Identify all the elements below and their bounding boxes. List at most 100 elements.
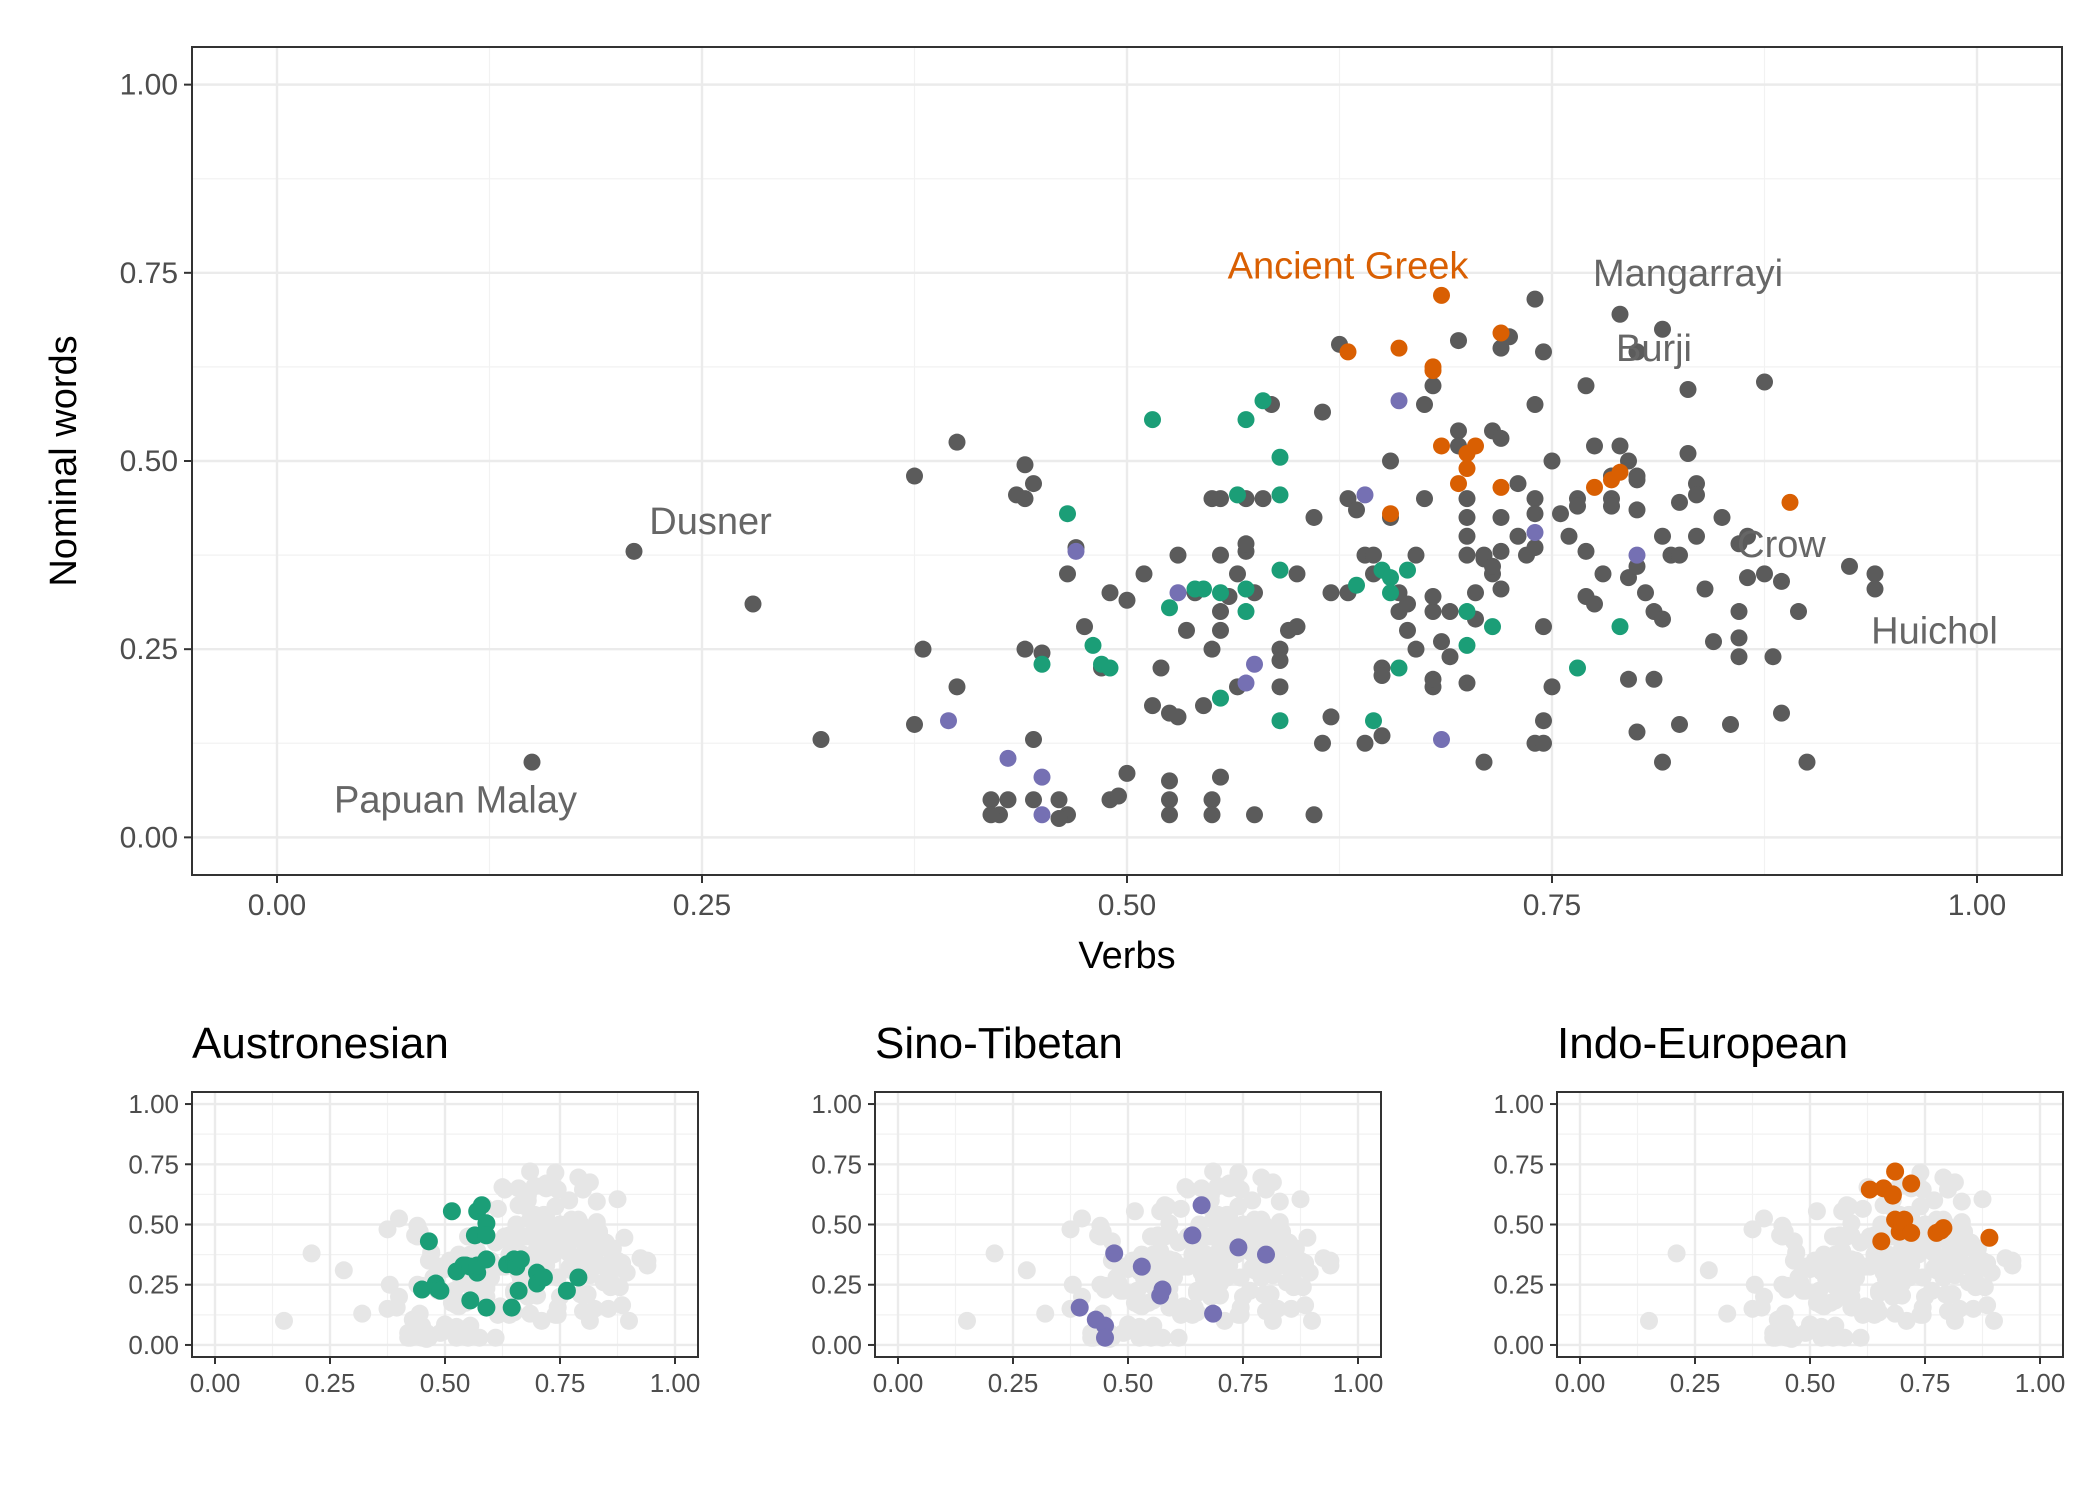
x-tick-label: 0.00 (190, 1368, 241, 1398)
y-tick-label: 0.75 (1493, 1149, 1544, 1179)
highlight-point (461, 1291, 480, 1310)
highlight-point (1883, 1185, 1902, 1204)
data-point-other (1671, 493, 1688, 511)
highlight-point (477, 1298, 496, 1317)
data-point-other (1416, 490, 1433, 508)
data-point-austronesian (1059, 505, 1076, 523)
data-point-other (1866, 565, 1884, 583)
x-tick-label: 0.75 (1523, 889, 1581, 922)
background-point (1291, 1190, 1310, 1209)
highlight-point (1872, 1232, 1891, 1251)
background-point (1876, 1250, 1895, 1269)
data-point-other (1424, 670, 1442, 688)
data-point-other (1611, 437, 1629, 455)
y-axis-title: Nominal words (43, 335, 85, 586)
background-point (1114, 1281, 1133, 1300)
data-point-other (1756, 565, 1773, 583)
data-point-other (1798, 753, 1816, 771)
chart-panel-3: 0.00 0.25 0.50 0.75 1.00 0.00 0.25 0.50 0.75 1.00 (1493, 1089, 2065, 1398)
background-point (578, 1285, 597, 1304)
data-point-other (1730, 629, 1748, 647)
highlight-point (1895, 1210, 1914, 1229)
background-point (1985, 1311, 2003, 1330)
x-tick-label: 0.00 (873, 1368, 924, 1398)
annotation-label: Crow (1737, 524, 1826, 566)
data-point-other (1671, 546, 1688, 564)
y-tick-label: 0.75 (120, 257, 178, 290)
data-point-sino-tibetan (1067, 542, 1085, 560)
data-point-other (982, 791, 1000, 809)
highlight-point (477, 1250, 496, 1269)
highlight-point (1183, 1226, 1202, 1245)
background-point (1282, 1299, 1301, 1318)
chart-panel-0: 0.00 0.25 0.50 0.75 1.00 0.00 0.25 0.50 0.75 1.00… (120, 46, 2063, 922)
data-point-other (1645, 670, 1663, 688)
chart-panel-2: 0.00 0.25 0.50 0.75 1.00 0.00 0.25 0.50 0.75 1.00 (811, 1089, 1383, 1398)
background-point (1243, 1191, 1262, 1210)
data-point-other (1526, 490, 1544, 508)
data-point-sino-tibetan (1628, 546, 1646, 564)
data-point-other (1050, 810, 1068, 828)
data-point-other (1237, 535, 1255, 553)
background-point (958, 1311, 976, 1330)
background-point (1982, 1263, 2001, 1282)
data-point-other (1467, 584, 1484, 602)
background-point (390, 1209, 408, 1228)
background-point (1964, 1299, 1983, 1318)
data-point-other (1348, 501, 1365, 519)
x-axis-title: Verbs (1078, 935, 1175, 977)
data-point-other (1212, 490, 1229, 508)
data-point-sino-tibetan (999, 749, 1017, 767)
highlight-point (1860, 1180, 1879, 1199)
data-point-indo-european (1390, 339, 1408, 357)
background-point (387, 1298, 406, 1317)
background-point (537, 1223, 556, 1242)
x-tick-label: 0.25 (1670, 1368, 1721, 1398)
data-point-austronesian (1271, 561, 1289, 579)
highlight-point (1153, 1280, 1172, 1299)
data-point-other (1628, 501, 1646, 519)
y-tick-label: 0.75 (811, 1149, 862, 1179)
x-tick-label: 0.75 (1900, 1368, 1951, 1398)
data-point-other (1688, 486, 1705, 504)
x-tick-label: 0.50 (420, 1368, 471, 1398)
data-point-other (1739, 569, 1756, 587)
data-point-other (1475, 753, 1493, 771)
background-point (1270, 1192, 1289, 1211)
highlight-point (1257, 1245, 1275, 1264)
highlight-point (1096, 1328, 1114, 1347)
data-point-other (1144, 697, 1161, 715)
x-tick-label: 1.00 (650, 1368, 701, 1398)
data-point-sino-tibetan (1237, 674, 1255, 692)
background-point (1185, 1298, 1204, 1317)
background-point (608, 1190, 627, 1209)
data-point-sino-tibetan (1033, 806, 1051, 824)
background-point (1160, 1226, 1179, 1245)
data-point-austronesian (1084, 636, 1102, 654)
background-point (1778, 1280, 1796, 1299)
background-point (495, 1180, 514, 1199)
data-point-austronesian (1382, 584, 1399, 602)
background-point (378, 1220, 397, 1239)
highlight-point (1192, 1196, 1211, 1215)
data-point-other (1016, 456, 1034, 474)
background-point (1640, 1311, 1658, 1330)
background-point (1842, 1226, 1861, 1245)
data-point-other (744, 595, 762, 613)
x-tick-label: 1.00 (1948, 889, 2006, 922)
y-tick-label: 1.00 (811, 1089, 862, 1119)
background-point (1835, 1280, 1854, 1299)
background-point (574, 1245, 592, 1264)
x-tick-label: 1.00 (1333, 1368, 1384, 1398)
background-point (1252, 1219, 1271, 1238)
data-point-other (1654, 610, 1671, 628)
background-point (1229, 1197, 1248, 1216)
background-point (1268, 1299, 1287, 1318)
data-point-other (1543, 678, 1561, 696)
x-tick-label: 0.00 (1555, 1368, 1606, 1398)
x-tick-label: 0.75 (535, 1368, 586, 1398)
data-point-austronesian (1382, 569, 1399, 587)
y-tick-label: 0.25 (128, 1270, 179, 1300)
